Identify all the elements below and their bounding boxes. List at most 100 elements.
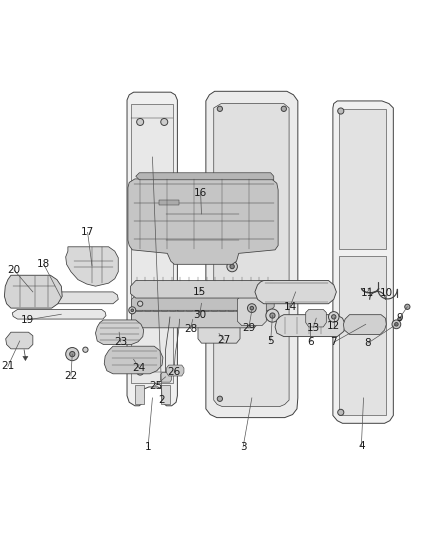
Text: 21: 21 [1,361,14,372]
Text: 6: 6 [307,337,314,347]
Text: 14: 14 [283,302,297,312]
Polygon shape [228,305,234,311]
Text: 28: 28 [184,324,197,334]
Circle shape [227,261,237,272]
Text: 26: 26 [168,367,181,377]
Polygon shape [131,311,258,328]
Circle shape [398,317,401,321]
Polygon shape [127,92,177,406]
Circle shape [247,304,256,312]
Text: 7: 7 [330,337,337,348]
Circle shape [281,106,286,111]
Polygon shape [198,324,240,343]
Text: 13: 13 [307,323,320,333]
Polygon shape [104,346,163,374]
Text: 10: 10 [380,288,393,298]
Text: 15: 15 [193,287,206,297]
Polygon shape [4,275,62,308]
Polygon shape [153,305,159,311]
Circle shape [405,304,410,310]
Circle shape [250,306,254,310]
Polygon shape [136,173,274,180]
Text: 24: 24 [133,363,146,373]
Polygon shape [333,101,393,423]
Polygon shape [195,305,201,311]
Circle shape [395,322,398,326]
Circle shape [266,309,279,322]
Circle shape [161,118,168,125]
Polygon shape [275,314,345,336]
Polygon shape [137,305,142,311]
Polygon shape [203,305,209,311]
Text: 5: 5 [267,336,274,346]
Text: 9: 9 [396,313,403,323]
Text: 23: 23 [114,337,127,347]
Polygon shape [306,310,326,327]
Polygon shape [12,310,106,319]
Text: 27: 27 [218,335,231,345]
Polygon shape [212,305,217,311]
Polygon shape [131,103,173,383]
Polygon shape [159,200,179,205]
Polygon shape [237,305,242,311]
Circle shape [270,313,275,318]
Circle shape [338,409,344,415]
Polygon shape [339,109,386,249]
Polygon shape [135,385,144,405]
Text: 11: 11 [360,288,374,298]
Polygon shape [178,305,184,311]
Text: 22: 22 [64,371,78,381]
Polygon shape [131,296,274,310]
Polygon shape [166,365,184,376]
Polygon shape [160,373,172,382]
Polygon shape [255,280,336,304]
Text: 1: 1 [145,442,152,452]
Circle shape [138,301,143,306]
Text: 8: 8 [364,338,371,348]
Circle shape [332,314,336,319]
Text: 30: 30 [193,310,206,320]
Text: 17: 17 [81,228,94,237]
Polygon shape [220,305,226,311]
Circle shape [129,307,136,314]
Polygon shape [128,179,278,264]
Text: 12: 12 [327,321,340,330]
Polygon shape [206,91,298,418]
Circle shape [328,312,339,322]
Text: 18: 18 [37,260,50,269]
Text: 2: 2 [159,395,166,405]
Circle shape [217,396,223,401]
Polygon shape [131,280,280,298]
Polygon shape [214,103,289,407]
Polygon shape [161,385,170,405]
Circle shape [137,368,144,375]
Polygon shape [343,314,386,334]
Polygon shape [6,332,33,349]
Polygon shape [145,305,151,311]
Text: 29: 29 [242,323,255,333]
Circle shape [230,264,234,269]
Circle shape [392,320,401,329]
Circle shape [217,106,223,111]
Circle shape [70,351,75,357]
Circle shape [66,348,79,361]
Polygon shape [66,247,118,286]
Polygon shape [170,305,176,311]
Circle shape [131,309,134,312]
Text: 20: 20 [7,265,21,275]
Circle shape [137,118,144,125]
Polygon shape [23,356,28,361]
Text: 16: 16 [194,188,207,198]
Text: 3: 3 [240,442,247,452]
Polygon shape [12,292,118,304]
Polygon shape [237,295,266,326]
Polygon shape [245,305,251,311]
Polygon shape [95,320,144,344]
Text: 19: 19 [21,315,34,325]
Polygon shape [162,305,167,311]
Polygon shape [187,305,192,311]
Circle shape [83,347,88,352]
Polygon shape [339,255,386,415]
Text: 4: 4 [358,441,365,451]
Text: 25: 25 [149,381,162,391]
